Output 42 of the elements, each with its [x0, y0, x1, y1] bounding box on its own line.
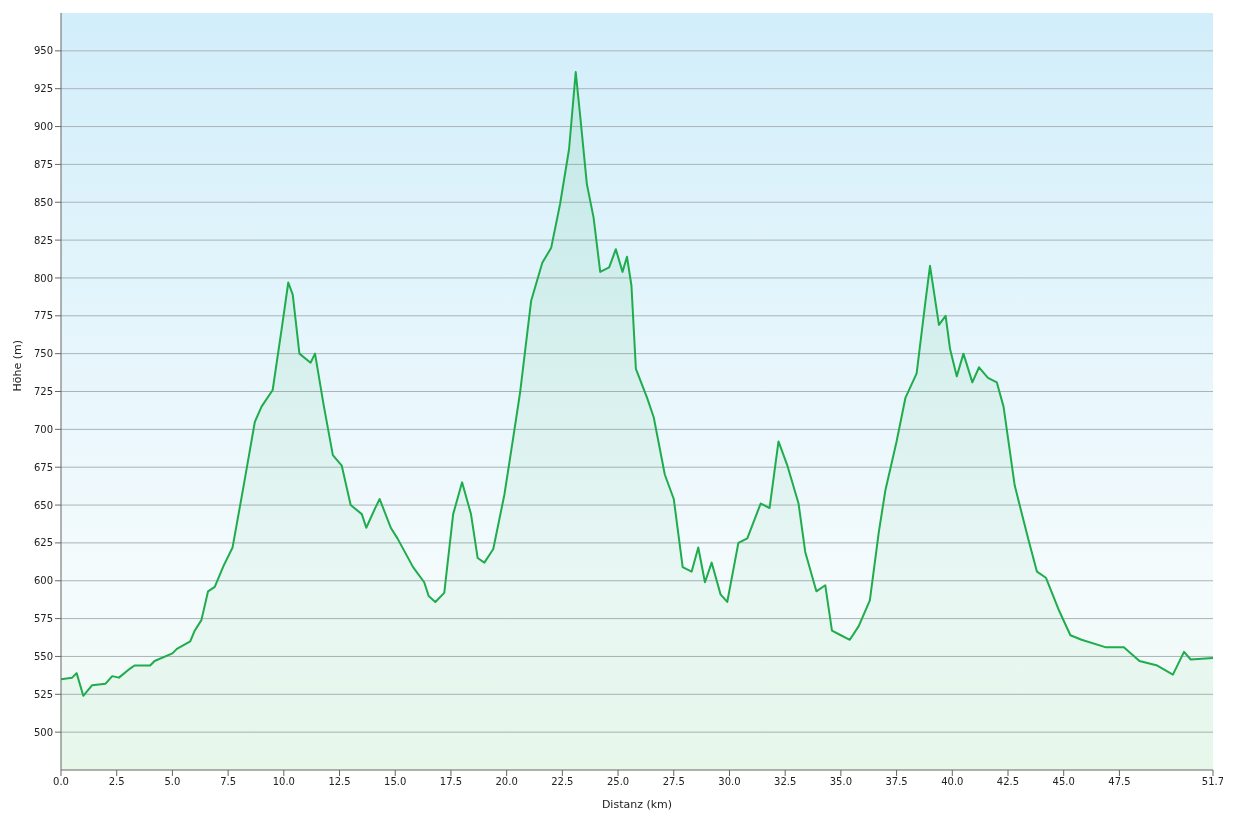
x-tick-label: 2.5	[108, 776, 125, 788]
x-tick-label: 45.0	[1052, 776, 1075, 788]
y-tick-label: 700	[33, 423, 53, 435]
y-tick-label: 575	[33, 613, 53, 625]
y-tick-label: 650	[33, 499, 53, 511]
x-tick-label: 35.0	[829, 776, 853, 788]
x-tick-label: 10.0	[272, 776, 295, 788]
x-axis-title: Distanz (km)	[601, 798, 673, 811]
x-tick-label: 7.5	[220, 776, 237, 788]
y-tick-label: 950	[33, 45, 53, 57]
y-tick-label: 600	[33, 575, 53, 587]
y-tick-label: 875	[33, 158, 53, 170]
x-tick-label: 40.0	[941, 776, 964, 788]
y-axis-title: Höhe (m)	[10, 339, 24, 392]
x-tick-label: 27.5	[662, 776, 685, 788]
x-tick-label: 17.5	[439, 776, 463, 788]
x-tick-label: 37.5	[885, 776, 908, 788]
x-tick-label: 0.0	[53, 776, 69, 788]
x-tick-label: 12.5	[328, 776, 351, 788]
y-tick-label: 525	[33, 688, 53, 700]
x-tick-label: 30.0	[718, 776, 741, 788]
x-tick-label: 20.0	[495, 776, 518, 788]
y-tick-label: 550	[33, 651, 53, 662]
x-tick-label: 5.0	[164, 776, 181, 788]
x-tick-label: 22.5	[551, 776, 574, 788]
y-tick-label: 800	[33, 272, 53, 284]
x-tick-label: 15.0	[384, 776, 407, 788]
y-tick-label: 900	[33, 121, 53, 133]
y-tick-label: 750	[33, 348, 53, 360]
y-tick-label: 925	[33, 83, 53, 95]
x-tick-label: 51.7	[1201, 776, 1225, 788]
y-tick-label: 725	[33, 386, 53, 398]
x-tick-label: 25.0	[606, 776, 630, 788]
x-tick-label: 47.5	[1108, 776, 1131, 788]
y-tick-label: 775	[33, 310, 53, 322]
x-tick-label: 42.5	[996, 776, 1020, 788]
x-tick-label: 32.5	[774, 776, 797, 788]
y-tick-label: 500	[33, 726, 53, 738]
y-tick-label: 675	[33, 461, 53, 473]
y-tick-label: 625	[33, 537, 53, 549]
y-tick-label: 825	[33, 234, 53, 246]
y-tick-label: 850	[33, 196, 53, 208]
